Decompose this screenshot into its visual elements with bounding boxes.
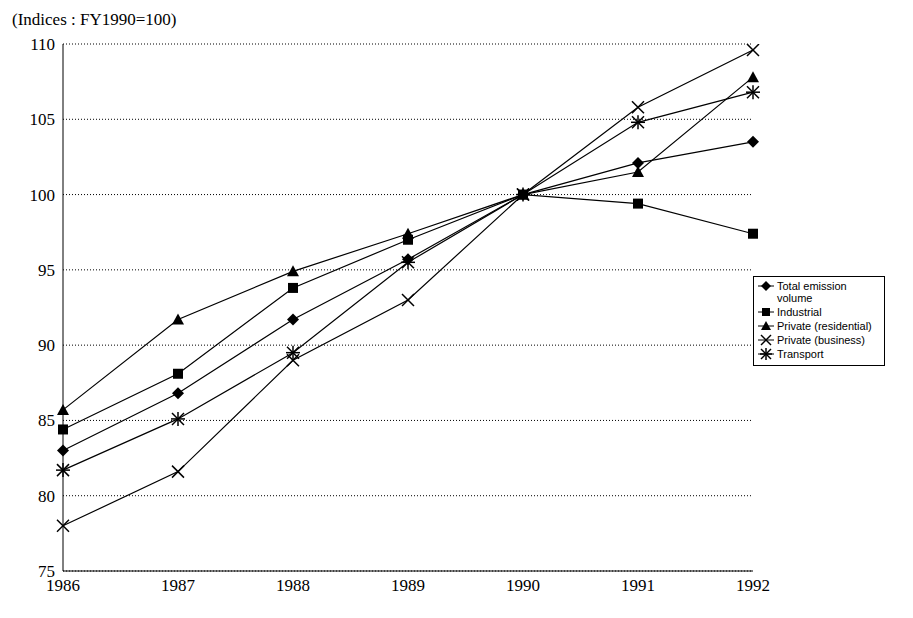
html-text:Private (residential): Private (residential) xyxy=(777,320,872,332)
svg-text:105: 105 xyxy=(30,110,56,129)
svg-text:90: 90 xyxy=(38,336,55,355)
svg-text:1990: 1990 xyxy=(506,576,540,595)
svg-text:85: 85 xyxy=(38,411,55,430)
html-text:Industrial: Industrial xyxy=(777,306,822,318)
svg-text:110: 110 xyxy=(30,35,55,54)
html-text:Transport: Transport xyxy=(777,348,824,360)
html-text:Total emission volume: Total emission volume xyxy=(777,280,847,304)
svg-text:1992: 1992 xyxy=(736,576,770,595)
html-text:Private (business): Private (business) xyxy=(777,334,865,346)
svg-text:1987: 1987 xyxy=(161,576,196,595)
svg-text:95: 95 xyxy=(38,261,55,280)
html-text:(Indices : FY1990=100): (Indices : FY1990=100) xyxy=(12,10,177,29)
svg-text:1988: 1988 xyxy=(276,576,310,595)
svg-text:75: 75 xyxy=(38,562,55,581)
svg-text:100: 100 xyxy=(30,186,56,205)
svg-text:1986: 1986 xyxy=(46,576,80,596)
svg-text:80: 80 xyxy=(38,487,55,506)
svg-text:1991: 1991 xyxy=(621,576,655,595)
svg-text:1989: 1989 xyxy=(391,576,425,595)
